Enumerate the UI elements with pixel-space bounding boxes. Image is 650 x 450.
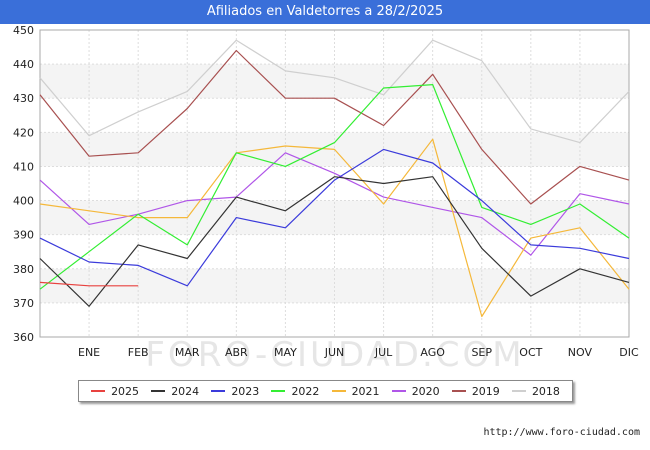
legend-label: 2023 xyxy=(231,384,260,398)
y-tick-label: 370 xyxy=(13,297,34,310)
legend-label: 2018 xyxy=(531,384,560,398)
line-chart: FORO-CIUDAD.COM 360 370 380 390 400 410 420 430… xyxy=(13,24,639,374)
legend-label: 2024 xyxy=(171,384,200,398)
y-tick-label: 360 xyxy=(13,331,34,344)
legend-label: 2022 xyxy=(291,384,320,398)
legend-item-2020: 2020 xyxy=(391,384,440,398)
legend-label: 2019 xyxy=(471,384,500,398)
series-lines xyxy=(39,39,630,318)
y-tick-label: 400 xyxy=(13,195,34,208)
legend-swatch xyxy=(271,390,286,392)
series-line-2021 xyxy=(39,138,630,318)
legend-item-2024: 2024 xyxy=(151,385,199,398)
legend-item-2023: 2023 xyxy=(211,385,259,398)
x-tick-label: SEP xyxy=(471,346,492,359)
x-tick-label: MAY xyxy=(274,346,297,359)
legend-swatch xyxy=(511,390,526,392)
y-tick-label: 440 xyxy=(13,58,34,71)
plot-border xyxy=(39,29,630,338)
watermark: FORO-CIUDAD.COM xyxy=(145,335,524,374)
x-tick-label: ENE xyxy=(78,346,100,359)
legend-swatch xyxy=(391,390,406,392)
series-line-2019 xyxy=(39,49,630,205)
x-tick-label: OCT xyxy=(519,346,542,359)
series-line-2025 xyxy=(39,281,139,287)
legend-swatch xyxy=(211,390,226,392)
x-axis: ENE FEB MAR ABR MAY JUN JUL AGO SEP OCT NOV DIC xyxy=(78,346,639,359)
plot-band xyxy=(40,64,629,99)
x-tick-label: ABR xyxy=(225,346,248,359)
y-tick-label: 420 xyxy=(13,126,34,139)
legend-item-2018: 2018 xyxy=(511,384,560,398)
legend-item-2019: 2019 xyxy=(451,384,500,398)
legend-item-2025: 2025 xyxy=(91,385,139,398)
y-axis: 360 370 380 390 400 410 420 430 440 450 xyxy=(13,24,34,344)
legend-item-2021: 2021 xyxy=(331,384,380,398)
legend-label: 2020 xyxy=(411,384,440,398)
series-line-2023 xyxy=(39,148,630,287)
x-tick-label: MAR xyxy=(175,346,200,359)
legend-swatch xyxy=(151,390,166,392)
source-url: http://www.foro-ciudad.com xyxy=(483,427,640,438)
series-line-2024 xyxy=(39,176,630,307)
series-line-2018 xyxy=(39,39,630,144)
chart-title: Afiliados en Valdetorres a 28/2/2025 xyxy=(0,0,650,24)
y-tick-label: 450 xyxy=(13,24,34,37)
x-tick-label: JUL xyxy=(374,346,393,359)
legend-item-2022: 2022 xyxy=(271,385,319,398)
legend-label: 2025 xyxy=(111,384,140,398)
x-tick-label: AGO xyxy=(420,346,445,359)
y-tick-label: 390 xyxy=(13,229,34,242)
y-tick-label: 410 xyxy=(13,160,34,173)
y-tick-label: 430 xyxy=(13,92,34,105)
x-tick-label: DIC xyxy=(619,346,639,359)
x-tick-label: JUN xyxy=(324,346,345,359)
legend-swatch xyxy=(331,390,346,392)
legend-swatch xyxy=(91,390,106,392)
x-tick-label: NOV xyxy=(568,346,593,359)
series-line-2022 xyxy=(39,83,630,290)
legend-label: 2021 xyxy=(351,384,380,398)
plot-band xyxy=(40,200,629,235)
legend-swatch xyxy=(451,390,466,392)
y-tick-label: 380 xyxy=(13,263,34,276)
x-tick-label: FEB xyxy=(128,346,149,359)
legend: 2025 2024 2023 2022 2021 2020 2019 2018 xyxy=(78,380,573,402)
